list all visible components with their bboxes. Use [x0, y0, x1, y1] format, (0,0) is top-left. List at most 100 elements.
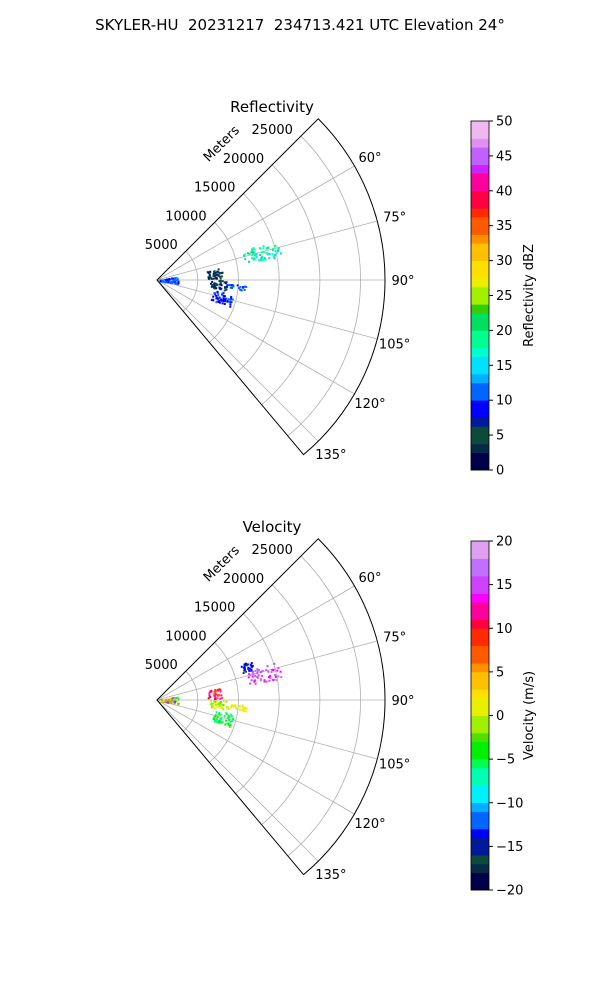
echo-gate	[274, 254, 277, 257]
echo-gate	[215, 721, 218, 723]
echo-gate	[174, 282, 177, 285]
echo-gate	[219, 690, 222, 693]
echo-gate	[230, 715, 233, 718]
echo-gate	[212, 295, 215, 298]
echo-gate	[168, 700, 171, 703]
echo-gate	[261, 675, 264, 677]
echo-gate	[177, 702, 180, 705]
echo-gate	[252, 258, 255, 261]
velocity-panel: Velocity 60° 75° 90° 105° 120° 135° 5000 10000 15…	[145, 518, 537, 899]
echo-gate	[216, 689, 219, 692]
echo-gate	[274, 245, 277, 248]
echo-gate	[265, 247, 268, 250]
colorbar-swatch	[471, 881, 489, 891]
colorbar-swatch	[471, 330, 489, 340]
echo-gate	[227, 716, 230, 719]
echo-gate	[212, 704, 215, 707]
echo-gate	[272, 669, 275, 672]
echo-gate	[240, 665, 243, 668]
echo-gate	[171, 277, 174, 280]
echo-gate	[219, 281, 222, 284]
echo-gate	[257, 259, 260, 262]
colorbar-swatch	[471, 654, 489, 664]
echo-gate	[168, 699, 171, 702]
echo-gate	[254, 682, 257, 685]
colorbar-swatch	[471, 872, 489, 882]
panel-title: Reflectivity	[230, 98, 314, 116]
echo-gate	[225, 713, 228, 716]
colorbar-swatch	[471, 216, 489, 227]
radial-tick-label: 5000	[145, 238, 178, 253]
colorbar-swatch	[471, 400, 489, 410]
colorbar-tick-label: 15	[496, 359, 513, 374]
echo-gate	[240, 289, 243, 292]
echo-gate	[262, 245, 265, 248]
echo-gate	[271, 669, 274, 671]
echo-gate	[275, 251, 278, 254]
range-ring	[209, 222, 239, 343]
theta-tick-label: 75°	[383, 630, 406, 645]
echo-gate	[223, 303, 226, 305]
echo-gate	[267, 670, 270, 673]
echo-gate	[268, 676, 270, 678]
echo-gate	[166, 278, 168, 281]
colorbar-swatch	[471, 339, 489, 349]
echo-gate	[213, 286, 216, 289]
echo-gate	[159, 279, 162, 282]
echo-gate	[212, 299, 215, 302]
colorbar-swatch	[471, 811, 489, 821]
echo-gate	[228, 725, 231, 728]
echo-gate	[224, 286, 227, 289]
echo-gate	[261, 259, 264, 262]
echo-gate	[212, 275, 215, 277]
echo-gate	[253, 680, 256, 682]
echo-gate	[215, 297, 218, 300]
echo-gate	[224, 723, 227, 726]
echo-gate	[169, 278, 172, 281]
echo-gate	[217, 274, 220, 277]
echo-gate	[214, 714, 217, 717]
range-ring	[287, 135, 361, 437]
echo-gate	[249, 667, 252, 670]
range-ring	[182, 670, 199, 732]
echo-gate	[231, 298, 234, 301]
echo-gate	[217, 297, 220, 300]
echo-gate	[220, 703, 223, 706]
echo-gate	[248, 260, 251, 263]
sector-outline	[156, 538, 386, 876]
range-ring	[235, 193, 280, 374]
echo-gate	[277, 249, 279, 252]
echo-gate	[208, 274, 211, 277]
echo-gate	[213, 700, 215, 703]
echo-gate	[165, 281, 168, 284]
echo-gate	[251, 673, 254, 676]
echo-gate	[223, 289, 226, 292]
echo-gate	[239, 288, 242, 291]
echo-gate	[161, 700, 164, 703]
echo-gate	[279, 252, 282, 255]
colorbar-swatch	[471, 715, 489, 725]
reflectivity-panel: Reflectivity60°75°90°105°120°135°5000100…	[145, 98, 537, 479]
colorbar-swatch	[471, 278, 489, 288]
echo-gate	[221, 696, 224, 699]
radial-tick-label: 5000	[145, 658, 178, 673]
echo-gate	[277, 675, 280, 678]
echo-gate	[277, 248, 280, 251]
echo-gate	[263, 257, 266, 260]
echo-gate	[207, 271, 210, 274]
echo-gate	[244, 668, 246, 671]
spoke-line	[156, 279, 355, 395]
colorbar-label: Reflectivity dBZ	[522, 244, 537, 347]
echo-gate	[216, 283, 219, 286]
echo-gate	[161, 280, 164, 283]
colorbar-swatch	[471, 750, 489, 760]
colorbar-tick-label: 15	[496, 578, 513, 593]
echo-gate	[220, 298, 222, 301]
colorbar-swatch	[471, 584, 489, 594]
echo-gate	[265, 669, 268, 672]
polar-grid	[156, 135, 385, 442]
echo-gate	[215, 706, 218, 709]
echo-gate	[207, 697, 210, 700]
colorbar-tick-label: 40	[496, 184, 513, 199]
echo-gate	[239, 705, 242, 708]
